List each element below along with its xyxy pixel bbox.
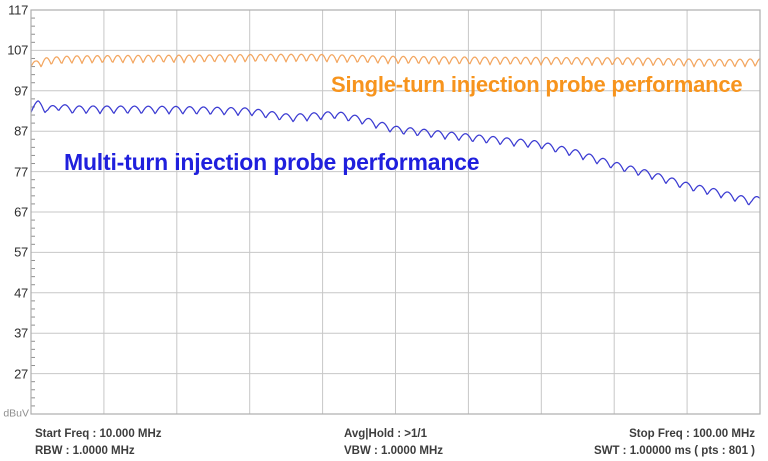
footer-center-column: Avg|Hold : >1/1 VBW : 1.0000 MHz xyxy=(344,426,443,460)
annotation-multi-turn-probe: Multi-turn injection probe performance xyxy=(64,149,480,175)
y-tick-label: 37 xyxy=(14,325,28,341)
y-tick-label: 117 xyxy=(8,2,28,18)
y-tick-label: 87 xyxy=(14,123,28,139)
footer-left-column: Start Freq : 10.000 MHz RBW : 1.0000 MHz xyxy=(35,426,162,460)
footer-right-column: Stop Freq : 100.00 MHz SWT : 1.00000 ms … xyxy=(594,426,755,460)
y-tick-label: 47 xyxy=(14,285,28,301)
annotation-single-turn-probe: Single-turn injection probe performance xyxy=(331,72,743,97)
trace-lines xyxy=(30,53,761,206)
trace-single-turn xyxy=(30,53,761,68)
start-freq-readout: Start Freq : 10.000 MHz xyxy=(35,428,162,440)
y-axis-minor-ticks xyxy=(31,17,35,407)
trace-multi-turn xyxy=(30,100,761,206)
rbw-readout: RBW : 1.0000 MHz xyxy=(35,445,135,457)
stop-freq-readout: Stop Freq : 100.00 MHz xyxy=(629,428,755,440)
grid-lines xyxy=(31,10,760,414)
avg-hold-readout: Avg|Hold : >1/1 xyxy=(344,428,427,440)
plot-border xyxy=(30,9,761,415)
y-tick-label: 67 xyxy=(14,204,28,220)
y-tick-label: 97 xyxy=(14,83,28,99)
y-tick-label: 57 xyxy=(14,244,28,260)
y-axis-unit-label: dBuV xyxy=(3,407,29,420)
y-tick-label: 77 xyxy=(14,164,28,180)
swt-readout: SWT : 1.00000 ms ( pts : 801 ) xyxy=(593,445,755,457)
measurement-settings-bar: Start Freq : 10.000 MHz RBW : 1.0000 MHz… xyxy=(0,424,768,461)
y-tick-label: 107 xyxy=(7,42,28,58)
vbw-readout: VBW : 1.0000 MHz xyxy=(344,445,444,457)
y-tick-label: 27 xyxy=(14,366,28,382)
